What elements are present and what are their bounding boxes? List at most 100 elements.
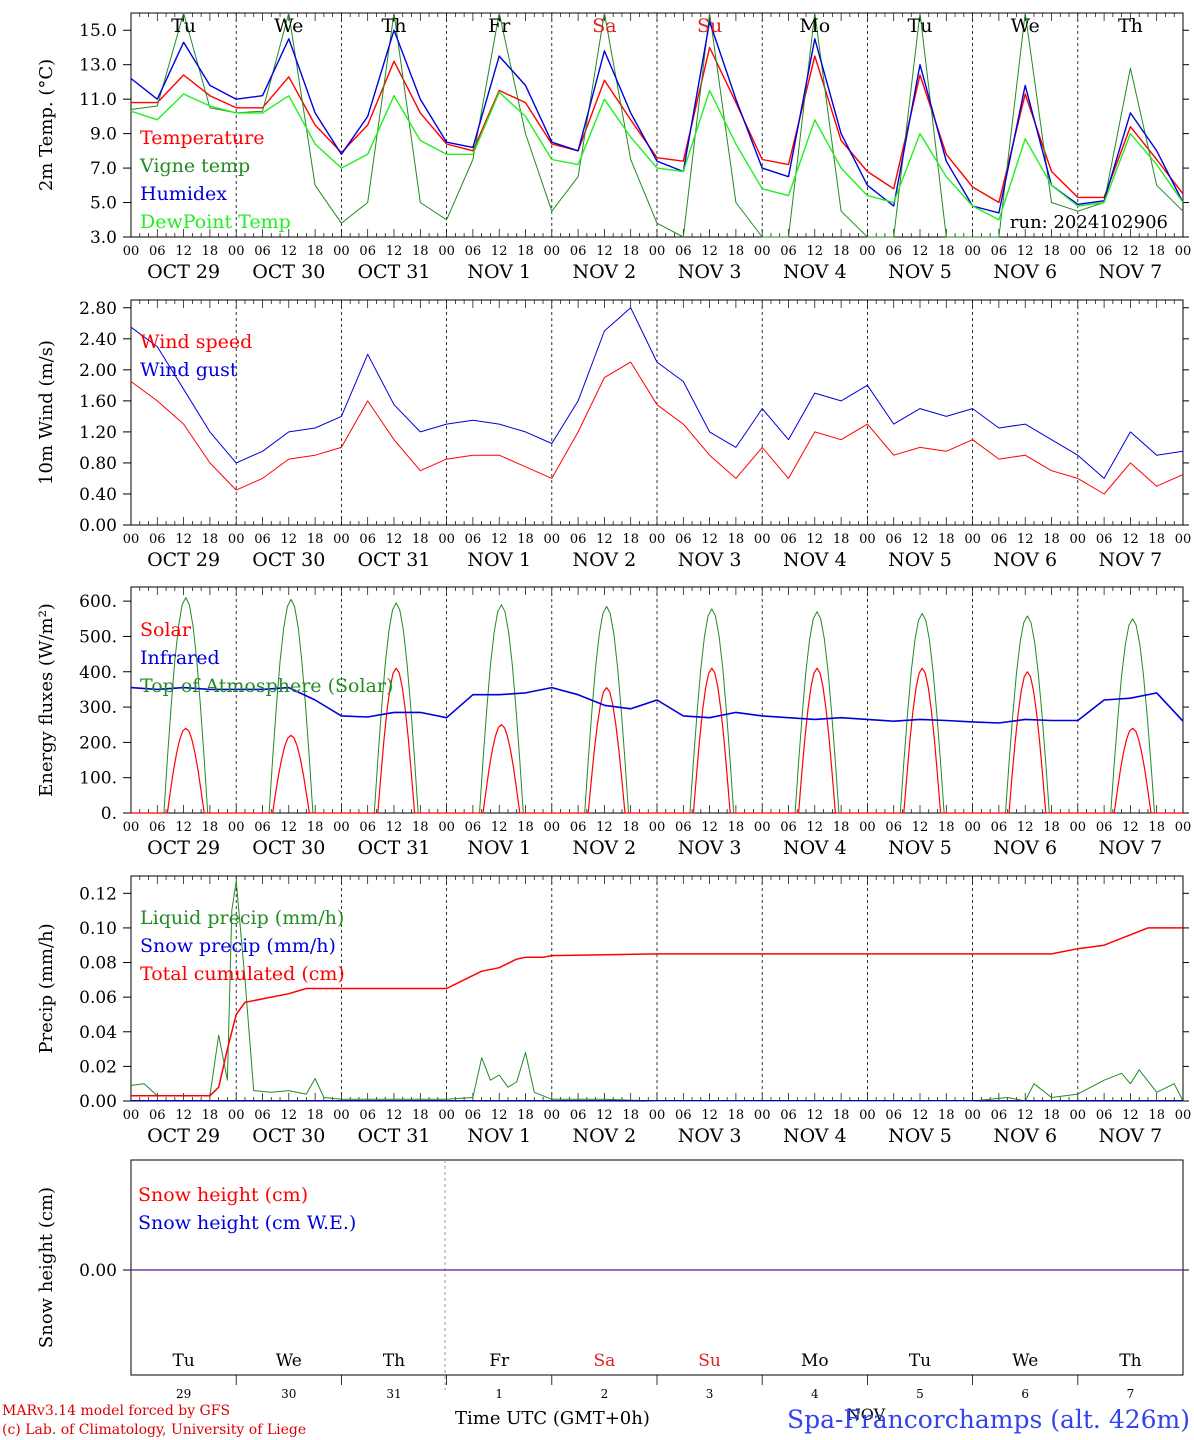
hour-tick-label: 06	[780, 820, 797, 835]
date-label: NOV 5	[888, 261, 952, 283]
hour-tick-label: 18	[202, 820, 219, 835]
hour-tick-label: 18	[728, 532, 745, 547]
hour-tick-label: 18	[1148, 244, 1165, 259]
hour-tick-label: 06	[570, 532, 587, 547]
hour-tick-label: 06	[359, 532, 376, 547]
hour-tick-label: 00	[123, 244, 140, 259]
legend-entry: Wind speed	[140, 331, 252, 353]
legend-entry: Snow precip (mm/h)	[140, 935, 336, 957]
date-label: NOV 1	[467, 261, 531, 283]
y-tick-label: 11.0	[79, 90, 117, 110]
date-label: NOV 6	[993, 1125, 1057, 1147]
day-number: 4	[811, 1387, 819, 1401]
weekday-label: Sa	[594, 1351, 616, 1371]
date-label: NOV 7	[1099, 549, 1163, 571]
hour-tick-label: 18	[202, 1108, 219, 1123]
day-number: 29	[176, 1387, 191, 1401]
series-line	[130, 686, 1184, 724]
hour-tick-label: 12	[1017, 244, 1034, 259]
hour-tick-label: 00	[438, 820, 455, 835]
y-axis-label: 10m Wind (m/s)	[36, 340, 57, 485]
hour-tick-label: 06	[254, 820, 271, 835]
hour-tick-label: 06	[465, 244, 482, 259]
hour-tick-label: 00	[228, 1108, 245, 1123]
hour-tick-label: 18	[938, 244, 955, 259]
hour-tick-label: 18	[1043, 1108, 1060, 1123]
hour-tick-label: 06	[885, 244, 902, 259]
hour-tick-label: 00	[649, 244, 666, 259]
series-line	[130, 361, 1184, 495]
hour-tick-label: 00	[544, 244, 561, 259]
date-label: NOV 3	[678, 837, 742, 859]
hour-tick-label: 00	[228, 820, 245, 835]
hour-tick-label: 18	[938, 1108, 955, 1123]
y-tick-label: 5.0	[90, 194, 117, 214]
y-tick-label: 0.00	[79, 1092, 117, 1112]
date-label: NOV 4	[783, 837, 847, 859]
hour-tick-label: 18	[517, 244, 534, 259]
hour-tick-label: 00	[964, 532, 981, 547]
hour-tick-label: 06	[570, 1108, 587, 1123]
date-label: OCT 31	[357, 261, 430, 283]
hour-tick-label: 12	[491, 820, 508, 835]
date-label: OCT 29	[147, 837, 220, 859]
hour-tick-label: 00	[964, 1108, 981, 1123]
date-label: OCT 30	[252, 837, 325, 859]
legend-entry: Snow height (cm W.E.)	[138, 1212, 356, 1234]
date-label: NOV 5	[888, 1125, 952, 1147]
weekday-label: Su	[697, 15, 722, 37]
hour-tick-label: 12	[912, 532, 929, 547]
hour-tick-label: 06	[570, 244, 587, 259]
y-tick-label: 0.04	[79, 1023, 117, 1043]
hour-tick-label: 12	[175, 820, 192, 835]
hour-tick-label: 00	[1070, 1108, 1087, 1123]
day-number: 7	[1127, 1387, 1135, 1401]
hour-tick-label: 12	[491, 244, 508, 259]
y-tick-label: 2.00	[79, 361, 117, 381]
y-tick-label: 13.0	[79, 56, 117, 76]
date-label: NOV 5	[888, 837, 952, 859]
hour-tick-label: 18	[1148, 1108, 1165, 1123]
hour-tick-label: 18	[517, 532, 534, 547]
y-tick-label: 7.0	[90, 159, 117, 179]
hour-tick-label: 00	[333, 244, 350, 259]
hour-tick-label: 12	[807, 820, 824, 835]
hour-tick-label: 12	[175, 244, 192, 259]
hour-tick-label: 12	[1017, 820, 1034, 835]
y-tick-label: 0.40	[79, 485, 117, 505]
hour-tick-label: 18	[412, 244, 429, 259]
hour-tick-label: 06	[991, 1108, 1008, 1123]
hour-tick-label: 00	[964, 244, 981, 259]
legend-entry: DewPoint Temp	[140, 211, 291, 233]
hour-tick-label: 06	[359, 820, 376, 835]
hour-tick-label: 12	[596, 820, 613, 835]
hour-tick-label: 18	[1148, 532, 1165, 547]
hour-tick-label: 18	[728, 244, 745, 259]
hour-tick-label: 06	[359, 244, 376, 259]
weekday-label: We	[276, 1351, 302, 1371]
hour-tick-label: 18	[307, 1108, 324, 1123]
y-tick-label: 0.02	[79, 1057, 117, 1077]
date-label: NOV 2	[573, 549, 637, 571]
hour-tick-label: 18	[517, 1108, 534, 1123]
legend-entry: Infrared	[140, 647, 220, 669]
hour-tick-label: 00	[649, 532, 666, 547]
y-tick-label: 0.00	[79, 1261, 117, 1281]
hour-tick-label: 06	[570, 820, 587, 835]
hour-tick-label: 00	[123, 820, 140, 835]
hour-tick-label: 00	[438, 1108, 455, 1123]
y-tick-label: 0.	[101, 804, 117, 824]
y-axis-label: 2m Temp. (°C)	[36, 59, 57, 191]
hour-tick-label: 06	[1096, 244, 1113, 259]
hour-tick-label: 12	[1122, 1108, 1139, 1123]
hour-tick-label: 06	[675, 1108, 692, 1123]
date-label: NOV 7	[1099, 837, 1163, 859]
date-label: NOV 3	[678, 549, 742, 571]
hour-tick-label: 06	[991, 244, 1008, 259]
hour-tick-label: 00	[754, 244, 771, 259]
hour-tick-label: 12	[701, 1108, 718, 1123]
date-label: NOV 5	[888, 549, 952, 571]
y-axis-label: Snow height (cm)	[36, 1187, 57, 1348]
time-axis-label: Time UTC (GMT+0h)	[455, 1408, 650, 1429]
y-axis-label: Precip (mm/h)	[36, 923, 57, 1053]
